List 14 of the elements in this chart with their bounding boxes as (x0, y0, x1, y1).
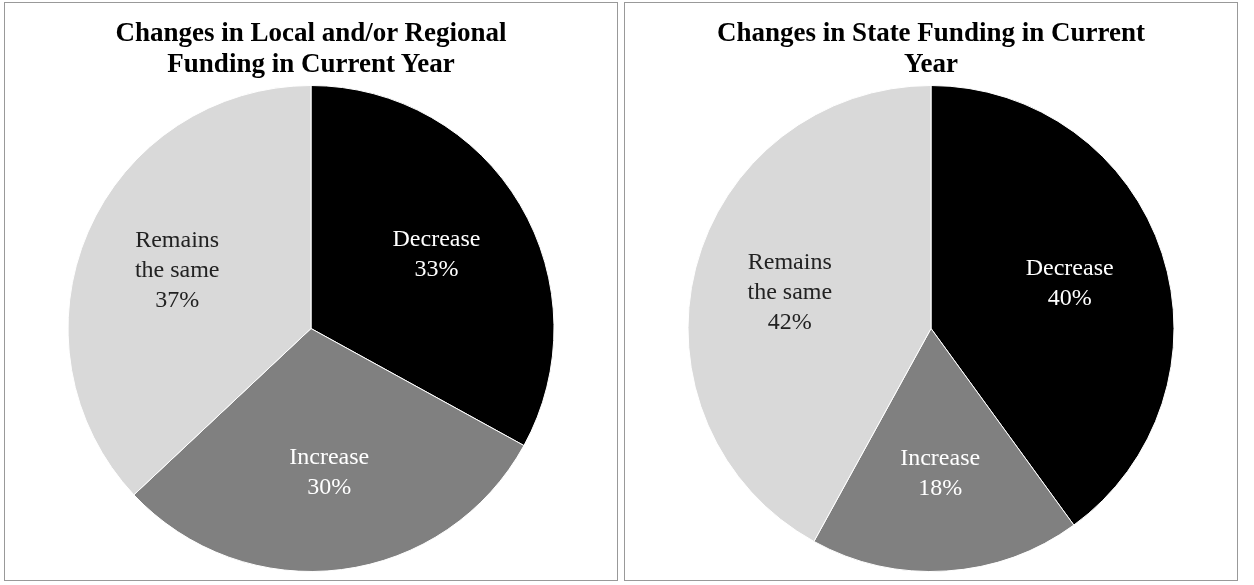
slice-label: Increase (289, 443, 370, 470)
chart-title: Changes in State Funding in Current Year (716, 17, 1146, 80)
data-label: 30% (307, 473, 352, 500)
data-label: 37% (155, 285, 200, 312)
slice-label: Decrease (392, 224, 481, 251)
data-label: 40% (1047, 283, 1092, 310)
slice-label: Increase (900, 444, 981, 471)
slice-label: Remains the same (747, 247, 833, 304)
data-label: 33% (414, 254, 459, 281)
slice-label: Decrease (1025, 253, 1114, 280)
slice-label: Remains the same (134, 225, 220, 282)
data-label: 18% (918, 474, 963, 501)
chart-title: Changes in Local and/or Regional Funding in Current Year (114, 17, 508, 80)
data-label: 42% (767, 307, 812, 334)
